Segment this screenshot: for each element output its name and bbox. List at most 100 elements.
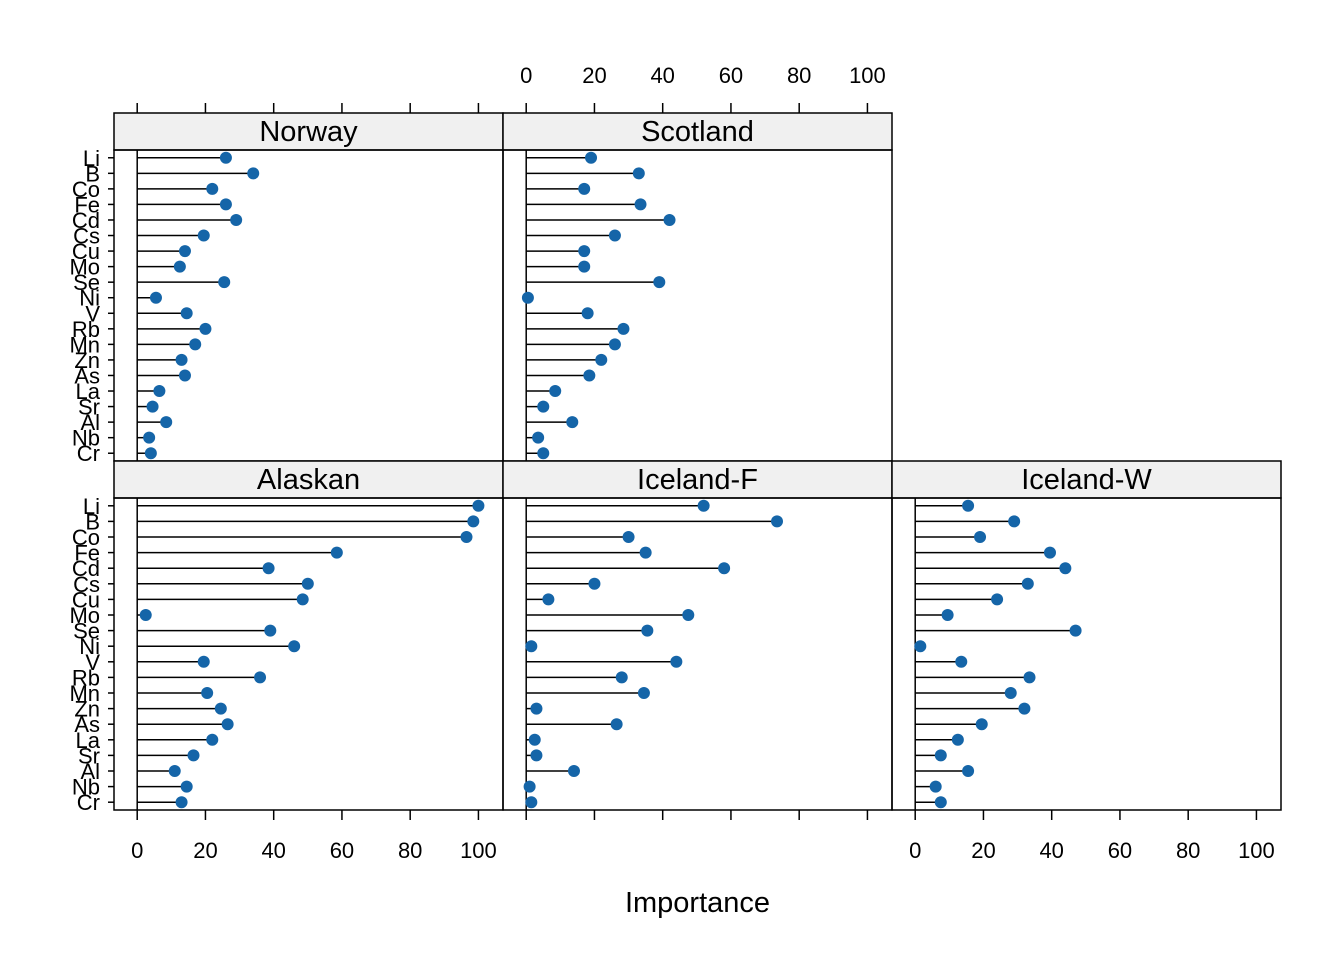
point-scotland-as <box>583 369 596 382</box>
category-label-norway-li: Li <box>83 146 100 171</box>
category-label-alaskan-ni: Ni <box>79 634 100 659</box>
category-label-norway-nb: Nb <box>72 426 100 451</box>
point-norway-co <box>206 182 219 195</box>
point-scotland-al <box>566 416 579 429</box>
point-norway-se <box>218 276 231 289</box>
point-iceland-w-sr <box>934 749 947 762</box>
category-label-alaskan-cu: Cu <box>72 587 100 612</box>
point-alaskan-sr <box>187 749 200 762</box>
panel-frame-norway <box>113 149 504 462</box>
bottom-tick-label-col0-80: 80 <box>398 838 422 863</box>
category-label-alaskan-rb: Rb <box>72 665 100 690</box>
point-iceland-w-cu <box>991 593 1004 606</box>
point-norway-cu <box>178 245 191 258</box>
point-iceland-f-v <box>670 655 683 668</box>
strip-label-alaskan: Alaskan <box>257 464 360 496</box>
category-label-norway-as: As <box>74 363 100 388</box>
x-axis-title: Importance <box>625 887 770 919</box>
point-iceland-w-mo <box>941 609 954 621</box>
point-alaskan-v <box>197 655 210 668</box>
point-scotland-fe <box>634 198 647 211</box>
point-iceland-w-rb <box>1023 671 1036 684</box>
strip-label-scotland: Scotland <box>641 116 754 148</box>
category-label-norway-cu: Cu <box>72 239 100 264</box>
point-norway-al <box>160 416 173 429</box>
bottom-tick-label-col2-40: 40 <box>1039 838 1063 863</box>
category-label-norway-rb: Rb <box>72 317 100 342</box>
panel-frame-iceland-w <box>891 497 1282 811</box>
strip-norway <box>113 112 504 151</box>
point-norway-nb <box>143 431 156 444</box>
category-label-alaskan-mo: Mo <box>69 603 100 628</box>
category-label-alaskan-li: Li <box>83 494 100 519</box>
category-label-alaskan-cs: Cs <box>73 572 100 597</box>
point-alaskan-mn <box>201 687 214 699</box>
category-label-norway-se: Se <box>73 270 100 295</box>
point-norway-mn <box>189 338 202 351</box>
point-scotland-la <box>549 385 562 398</box>
category-label-alaskan-sr: Sr <box>78 743 100 768</box>
point-iceland-w-nb <box>929 780 942 793</box>
category-label-norway-la: La <box>76 379 101 404</box>
point-iceland-w-cd <box>1059 562 1072 575</box>
strip-label-norway: Norway <box>259 116 358 148</box>
top-tick-label-20: 20 <box>582 63 606 88</box>
point-scotland-rb <box>617 322 630 335</box>
point-alaskan-se <box>264 624 277 637</box>
strip-label-iceland-w: Iceland-W <box>1021 464 1152 496</box>
point-norway-cd <box>230 213 243 226</box>
point-norway-li <box>219 151 232 164</box>
point-iceland-f-cu <box>542 593 555 606</box>
bottom-tick-label-col2-100: 100 <box>1238 838 1275 863</box>
bottom-tick-label-col0-0: 0 <box>131 838 143 863</box>
point-norway-cs <box>197 229 210 242</box>
point-iceland-w-v <box>955 655 968 668</box>
point-iceland-w-cs <box>1021 577 1034 590</box>
point-iceland-f-fe <box>639 546 652 559</box>
point-iceland-f-la <box>528 733 541 746</box>
category-label-alaskan-zn: Zn <box>74 697 100 722</box>
point-norway-ni <box>149 291 162 304</box>
point-scotland-mn <box>608 338 621 351</box>
point-iceland-f-mn <box>637 687 650 699</box>
point-alaskan-rb <box>254 671 267 684</box>
bottom-tick-label-col0-20: 20 <box>193 838 217 863</box>
point-alaskan-b <box>467 515 480 528</box>
point-iceland-f-se <box>641 624 654 637</box>
point-alaskan-fe <box>330 546 343 559</box>
strip-iceland-f <box>502 460 893 499</box>
point-norway-rb <box>199 322 212 335</box>
point-iceland-w-b <box>1008 515 1021 528</box>
point-iceland-f-li <box>697 499 710 512</box>
point-iceland-w-al <box>962 765 975 777</box>
bottom-tick-label-col2-0: 0 <box>909 838 921 863</box>
point-scotland-se <box>653 276 666 289</box>
category-label-norway-fe: Fe <box>74 192 100 217</box>
point-iceland-f-cs <box>588 577 601 590</box>
point-iceland-w-cr <box>934 796 947 809</box>
point-norway-la <box>153 385 166 398</box>
top-tick-label-40: 40 <box>650 63 674 88</box>
top-tick-label-60: 60 <box>719 63 743 88</box>
point-scotland-nb <box>532 431 545 444</box>
top-tick-label-100: 100 <box>849 63 886 88</box>
point-alaskan-co <box>460 531 473 543</box>
point-iceland-f-cd <box>718 562 731 575</box>
point-iceland-f-rb <box>615 671 628 684</box>
category-label-norway-mn: Mn <box>69 332 100 357</box>
category-label-alaskan-b: B <box>85 509 100 534</box>
category-label-alaskan-nb: Nb <box>72 775 100 800</box>
point-iceland-f-sr <box>530 749 543 762</box>
top-tick-label-80: 80 <box>787 63 811 88</box>
point-alaskan-cr <box>175 796 188 809</box>
point-alaskan-cu <box>296 593 309 606</box>
category-label-alaskan-cr: Cr <box>77 790 100 815</box>
point-norway-fe <box>219 198 232 211</box>
category-label-norway-b: B <box>85 161 100 186</box>
panel-frame-alaskan <box>113 497 504 811</box>
point-scotland-b <box>632 167 645 180</box>
category-label-norway-v: V <box>85 301 100 326</box>
bottom-tick-label-col0-100: 100 <box>460 838 497 863</box>
point-alaskan-la <box>206 733 219 746</box>
